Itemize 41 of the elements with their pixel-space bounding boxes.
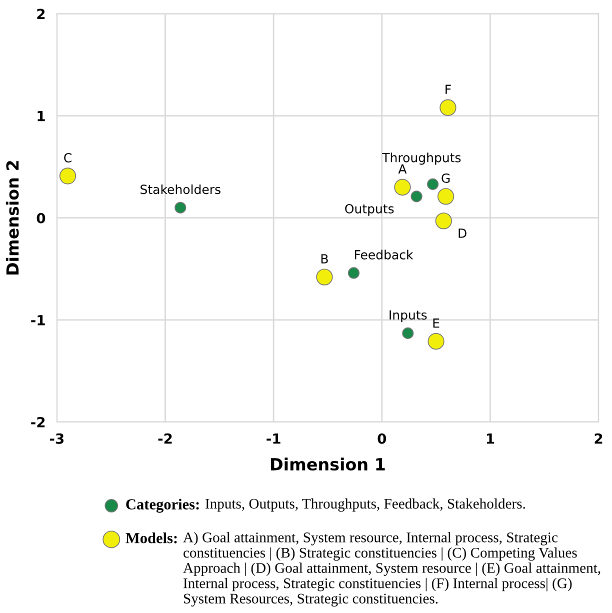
text: Inputs, Outputs, Throughputs, Feedback, Stakeholders.: [206, 498, 525, 512]
legend-label: Categories:: [126, 498, 199, 513]
x-tick-label: -2: [158, 433, 172, 444]
annotation: Feedback: [354, 250, 414, 260]
annotation: B: [321, 254, 328, 264]
point: [402, 327, 414, 339]
annotation: Inputs: [390, 310, 427, 322]
text: A) Goal attainment, System resource, Internal process, Strategic constituencies | (B) Strategic constituencies | (C) Competing Values Approach | (D) Goal attainment, System resource | (E) Goal attainment, Internal process, Strategic constituencies | (F) Internal process| (G) System Resources, Strategic constituencies.: [183, 532, 600, 607]
y-tick-label: 2: [37, 8, 45, 20]
annotation: C: [64, 153, 72, 162]
annotation: Stakeholders: [140, 184, 220, 194]
point: [428, 333, 444, 350]
x-tick-label: -3: [50, 433, 64, 444]
point: [59, 168, 76, 184]
y-tick-label: 0: [36, 212, 46, 224]
y-tick-label: -1: [31, 315, 45, 326]
annotation: Outputs: [345, 204, 394, 216]
x-tick-label: 2: [594, 433, 602, 444]
annotation: D: [458, 228, 466, 238]
x-tick-label: 0: [378, 433, 386, 444]
y-tick-label: -2: [31, 416, 45, 428]
annotation: Throughputs: [382, 152, 461, 165]
x-tick-label: -1: [266, 434, 280, 444]
annotation: A: [398, 164, 407, 174]
point: [437, 188, 454, 205]
annotation: F: [446, 84, 451, 94]
point: [410, 190, 422, 202]
legend-label: Models:: [126, 532, 177, 544]
annotation: E: [433, 318, 440, 328]
x-axis-title: Dimension 1: [271, 458, 385, 471]
point: [427, 178, 439, 190]
point: [440, 99, 456, 116]
point: [435, 212, 452, 230]
point: [174, 202, 186, 214]
point: [348, 267, 360, 279]
annotation: G: [442, 173, 450, 183]
point: [394, 178, 411, 196]
x-tick-label: 1: [486, 434, 494, 444]
point: [316, 268, 333, 286]
y-axis-title: Dimension 2: [6, 161, 19, 275]
y-tick-label: 1: [38, 110, 45, 122]
